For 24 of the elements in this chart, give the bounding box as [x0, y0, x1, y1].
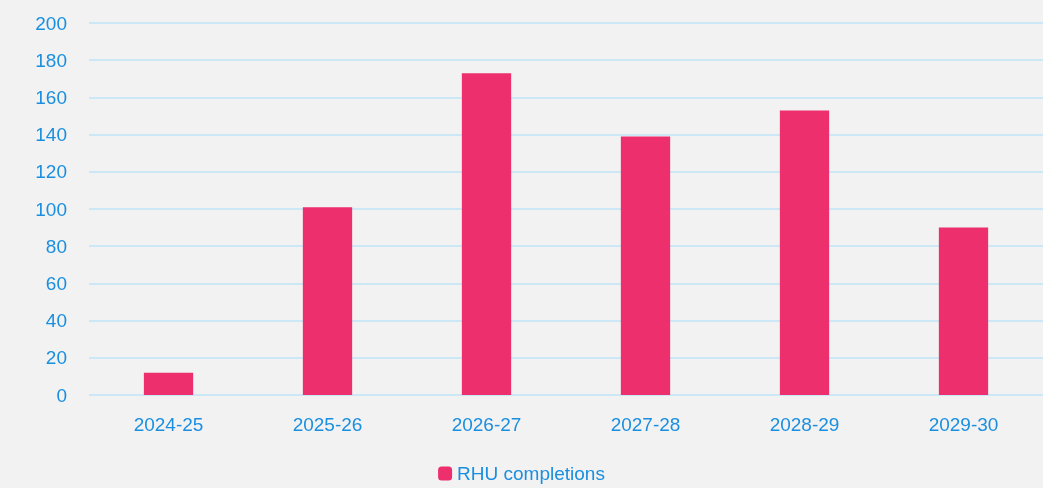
x-tick-label: 2024-25: [133, 414, 204, 435]
bar: [938, 227, 989, 395]
bar: [620, 136, 671, 395]
y-tick-label: 80: [45, 235, 67, 257]
y-tick-label: 140: [35, 124, 67, 146]
x-tick-label: 2029-30: [928, 414, 999, 435]
bar: [302, 207, 353, 395]
y-tick-label: 60: [45, 272, 67, 294]
y-tick-label: 100: [35, 198, 67, 220]
bar: [143, 372, 194, 395]
legend-label: RHU completions: [457, 463, 605, 484]
y-tick-label: 20: [45, 347, 67, 369]
y-tick-label: 180: [35, 49, 67, 71]
y-tick-label: 120: [35, 161, 67, 183]
x-tick-label: 2026-27: [451, 414, 522, 435]
bar: [461, 73, 512, 395]
x-tick-label: 2025-26: [292, 414, 363, 435]
y-tick-label: 200: [35, 12, 67, 34]
x-tick-label: 2028-29: [769, 414, 840, 435]
y-tick-label: 0: [56, 384, 67, 406]
bar: [779, 110, 830, 395]
y-tick-label: 160: [35, 86, 67, 108]
x-tick-label: 2027-28: [610, 414, 681, 435]
y-tick-label: 40: [45, 310, 67, 332]
